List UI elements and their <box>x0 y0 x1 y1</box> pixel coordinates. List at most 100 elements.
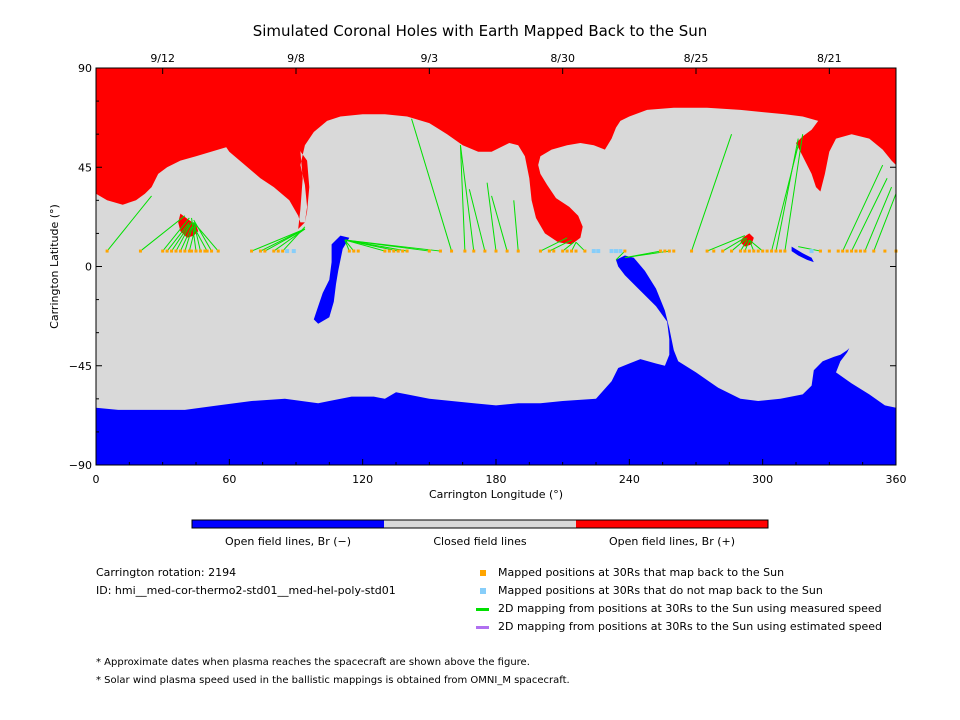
measured-mapping-line <box>722 237 746 252</box>
mapped-point <box>863 249 867 253</box>
measured-mapping-line <box>175 222 192 252</box>
y-tick-label: 45 <box>78 161 92 174</box>
measured-mapping-line <box>140 215 186 252</box>
measured-mapping-line <box>251 228 306 252</box>
measured-mapping-line <box>749 239 763 252</box>
measured-mapping-line <box>166 222 190 252</box>
mapped-point <box>836 249 840 253</box>
mapped-point <box>198 249 202 253</box>
mapped-point <box>405 249 409 253</box>
colorbar-frame <box>191 519 769 529</box>
unmapped-point <box>285 249 290 254</box>
measured-mapping-line <box>740 239 748 252</box>
measured-mapping-line <box>706 235 746 252</box>
colorbar-segment <box>384 520 576 528</box>
legend-label-unmapped: Mapped positions at 30Rs that do not map… <box>498 584 823 597</box>
mapped-point <box>281 249 285 253</box>
measured-mapping-line <box>193 226 208 252</box>
x-tick-label: 0 <box>93 473 100 486</box>
footnote-speed-source: * Solar wind plasma speed used in the ba… <box>96 675 570 686</box>
mapped-point <box>747 249 751 253</box>
mapped-point <box>583 249 587 253</box>
legend-label-measured-speed: 2D mapping from positions at 30Rs to the… <box>498 602 882 615</box>
mapped-point <box>570 249 574 253</box>
y-tick-label: −45 <box>69 360 92 373</box>
mapped-point <box>756 249 760 253</box>
mapped-point <box>483 249 487 253</box>
negative-polar-coronal-hole <box>96 255 896 465</box>
measured-mapping-line <box>486 182 497 252</box>
y-tick-label: 0 <box>85 261 92 274</box>
mapped-point <box>565 249 569 253</box>
mapped-point <box>712 249 716 253</box>
mapped-point <box>383 249 387 253</box>
mapped-point <box>387 249 391 253</box>
chart-title: Simulated Coronal Holes with Earth Mappe… <box>253 22 708 40</box>
measured-mapping-line <box>193 222 201 252</box>
top-date-label: 8/25 <box>684 52 709 65</box>
unmapped-point <box>614 249 618 254</box>
measured-mapping-line <box>562 241 575 252</box>
mapped-point <box>210 249 214 253</box>
measured-mapping-line <box>171 224 190 252</box>
mapped-point <box>858 249 862 253</box>
mapped-point <box>170 249 174 253</box>
mapped-point <box>356 249 360 253</box>
mapped-point <box>258 249 262 253</box>
mapped-point <box>205 249 209 253</box>
colorbar-segment <box>192 520 384 528</box>
carrington-rotation-label: Carrington rotation: 2194 <box>96 566 237 579</box>
colorbar-label: Open field lines, Br (−) <box>225 535 351 548</box>
mapped-point <box>818 249 822 253</box>
positive-polar-coronal-hole <box>96 68 896 245</box>
measured-mapping-line <box>264 228 306 252</box>
mapped-point <box>396 249 400 253</box>
mapped-point <box>178 249 182 253</box>
mapped-point <box>663 249 667 253</box>
measured-mapping-line <box>191 217 197 252</box>
measured-mapping-line <box>775 138 799 252</box>
unmapped-point <box>809 249 814 254</box>
measured-mapping-line <box>491 195 508 252</box>
mapped-point <box>190 249 194 253</box>
measured-mapping-line <box>459 145 475 252</box>
mapped-point <box>743 249 747 253</box>
mapped-point <box>672 249 676 253</box>
y-axis-label: Carrington Latitude (°) <box>48 204 61 329</box>
mapped-point <box>105 249 109 253</box>
x-tick-label: 180 <box>486 473 507 486</box>
negative-coronal-hole-1 <box>791 246 814 263</box>
mapped-point <box>721 249 725 253</box>
mapped-point <box>463 249 467 253</box>
mapped-point <box>574 249 578 253</box>
measured-mapping-line <box>873 193 897 252</box>
unmapped-point <box>591 249 596 254</box>
unmapped-point <box>596 249 601 254</box>
measured-mapping-line <box>468 189 486 252</box>
mapped-point <box>165 249 169 253</box>
x-tick-label: 60 <box>222 473 236 486</box>
mapped-point <box>203 249 207 253</box>
top-date-label: 8/21 <box>817 52 842 65</box>
x-tick-label: 120 <box>352 473 373 486</box>
legend-label-estimated-speed: 2D mapping from positions at 30Rs to the… <box>498 620 883 633</box>
mapped-point <box>183 249 187 253</box>
measured-mapping-line <box>864 186 893 252</box>
measured-mapping-line <box>193 222 219 252</box>
mapped-point <box>392 249 396 253</box>
mapped-point <box>450 249 454 253</box>
mapped-point <box>494 249 498 253</box>
legend-swatch-mapped <box>480 570 486 576</box>
measured-mapping-line <box>731 237 748 252</box>
model-id-label: ID: hmi__med-cor-thermo2-std01__med-hel-… <box>96 584 396 597</box>
mapped-point <box>850 249 854 253</box>
mapped-point <box>427 249 431 253</box>
mapped-point <box>623 249 627 253</box>
mapped-point <box>194 249 198 253</box>
measured-mapping-line <box>282 226 306 252</box>
mapped-point <box>774 249 778 253</box>
mapped-point <box>250 249 254 253</box>
mapped-point <box>216 249 220 253</box>
mapped-point <box>263 249 267 253</box>
